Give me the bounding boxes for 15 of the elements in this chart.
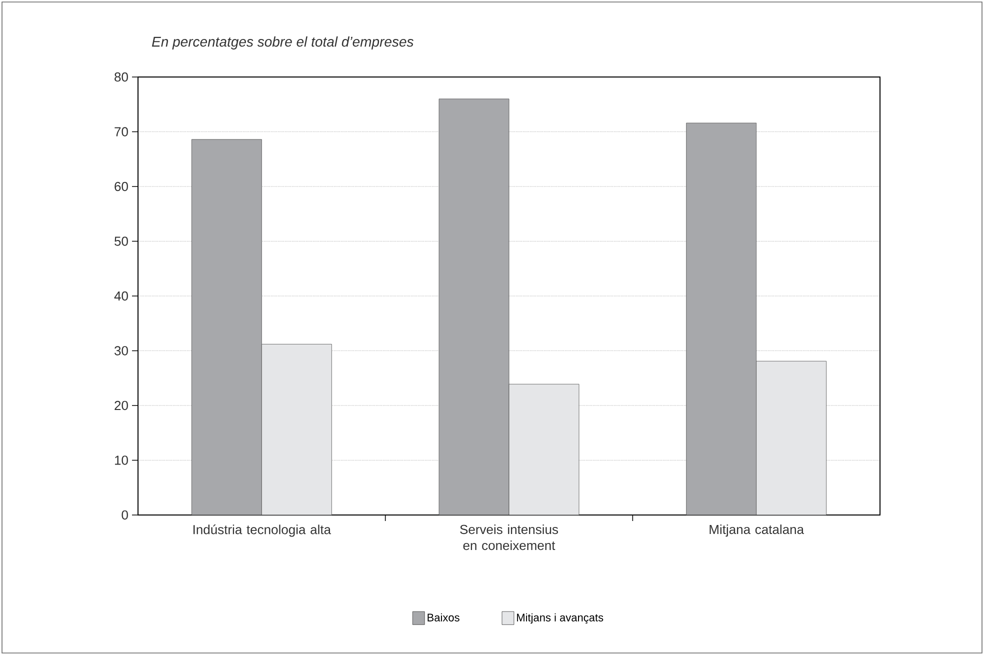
x-tick-label: Serveis intensius en coneixement	[460, 524, 558, 550]
x-tick-label: Indústria tecnologia alta	[194, 524, 332, 537]
chart-title: En percentatges sobre el total d’empreses	[152, 36, 414, 50]
y-tick-label: 0	[122, 510, 128, 520]
legend-label: Mitjans i avançats	[517, 613, 604, 624]
y-tick-label: 20	[114, 400, 128, 410]
y-tick-label: 70	[114, 127, 128, 136]
y-tick-label: 50	[114, 236, 128, 246]
legend-label: Baixos	[428, 613, 460, 622]
y-tick-label: 80	[114, 72, 128, 82]
x-tick-label: Mitjana catalana	[710, 524, 804, 537]
y-tick-label: 40	[114, 291, 128, 301]
y-tick-label: 10	[115, 456, 128, 465]
y-tick-label: 60	[114, 182, 128, 192]
y-tick-label: 30	[114, 346, 128, 356]
